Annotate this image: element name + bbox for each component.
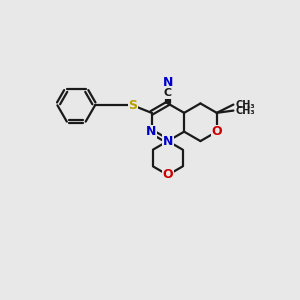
Text: N: N — [146, 125, 157, 138]
Text: O: O — [212, 125, 222, 138]
Text: CH₃: CH₃ — [236, 106, 255, 116]
Text: C: C — [164, 88, 172, 98]
Text: N: N — [163, 76, 173, 89]
Text: CH₃: CH₃ — [236, 100, 255, 110]
Text: N: N — [163, 135, 173, 148]
Text: O: O — [163, 169, 173, 182]
Text: S: S — [128, 99, 137, 112]
